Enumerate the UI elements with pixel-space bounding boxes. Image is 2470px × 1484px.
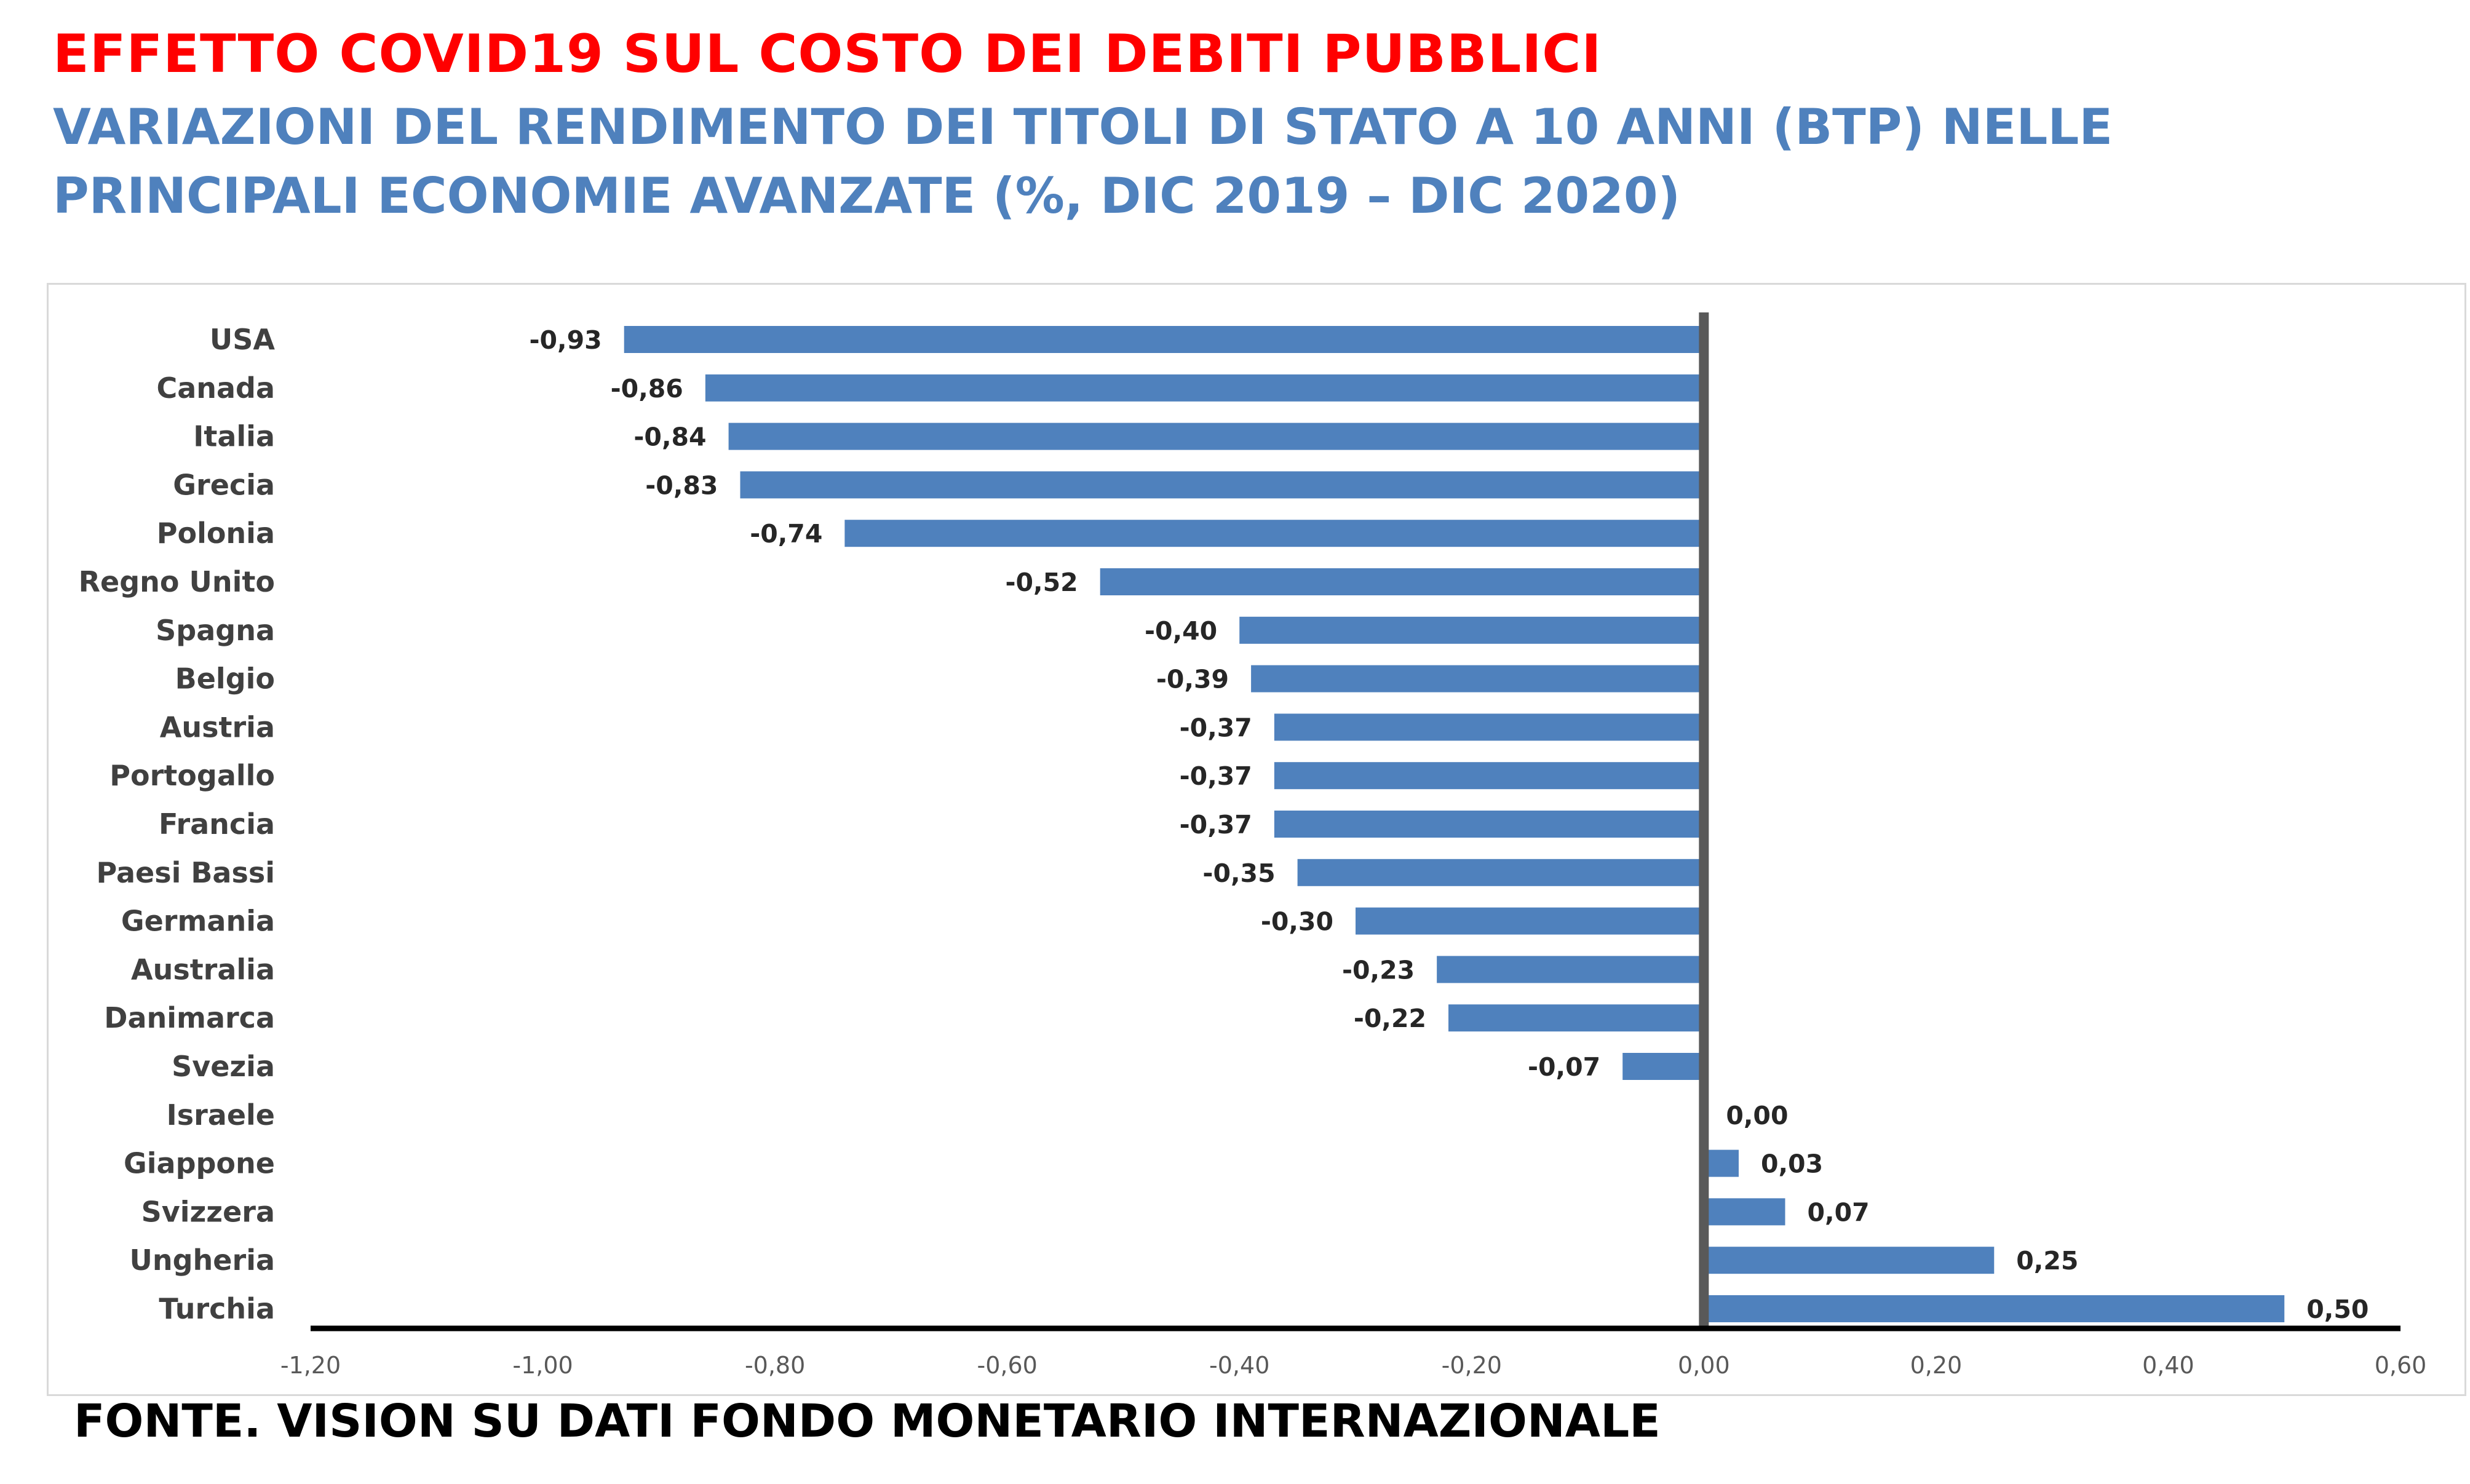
bar-polonia [844, 520, 1704, 547]
x-tick-label: -1,00 [512, 1352, 573, 1379]
bar-chart: USA -0,93 Canada -0,86 Italia -0,84 Grecia -0,8… [79, 312, 2427, 1379]
chart-frame: USA -0,93 Canada -0,86 Italia -0,84 Grecia -0,8… [47, 283, 2466, 1396]
data-label: -0,23 [1342, 955, 1415, 985]
data-label: 0,50 [2306, 1295, 2369, 1324]
source-note: FONTE. VISION SU DATI FONDO MONETARIO IN… [74, 1395, 1661, 1448]
category-label: Canada [156, 371, 275, 405]
chart-title: EFFETTO COVID19 SUL COSTO DEI DEBITI PUB… [53, 23, 1602, 85]
category-label: Israele [167, 1098, 275, 1132]
category-label: Austria [160, 710, 275, 744]
x-tick-label: 0,60 [2375, 1352, 2427, 1379]
data-label: -0,37 [1180, 761, 1252, 791]
bar-svizzera [1704, 1198, 1785, 1226]
bar-danimarca [1448, 1004, 1704, 1032]
data-label: 0,25 [2016, 1246, 2078, 1276]
bar-giappone [1704, 1149, 1739, 1177]
data-label: -0,35 [1202, 859, 1275, 888]
category-label: Turchia [159, 1292, 275, 1325]
bar-turchia [1704, 1295, 2285, 1322]
category-label: Svizzera [141, 1195, 275, 1228]
category-label: Grecia [173, 468, 275, 501]
bar-usa [624, 326, 1704, 353]
data-label: -0,86 [611, 374, 683, 403]
data-label: 0,07 [1807, 1197, 1869, 1227]
bar-italia [728, 423, 1704, 450]
category-label: Regno Unito [79, 565, 275, 598]
bar-spagna [1239, 616, 1704, 644]
category-label: USA [210, 323, 275, 356]
x-tick-label: -0,20 [1442, 1352, 1502, 1379]
x-tick-label: -0,40 [1209, 1352, 1269, 1379]
bar-austria [1274, 713, 1704, 741]
bar-canada [705, 374, 1704, 402]
data-label: -0,37 [1180, 713, 1252, 742]
bar-germania [1356, 907, 1704, 935]
data-label: -0,84 [633, 423, 706, 452]
bar-ungheria [1704, 1247, 1995, 1274]
bar-belgio [1251, 665, 1704, 692]
category-label: Australia [131, 953, 275, 986]
data-label: -0,07 [1528, 1052, 1600, 1082]
bar-portogallo [1274, 762, 1704, 790]
data-label: 0,00 [1726, 1101, 1788, 1130]
category-label: Spagna [156, 614, 275, 647]
data-label: -0,22 [1354, 1004, 1426, 1033]
bar-paesi-bassi [1297, 859, 1704, 886]
x-tick-label: -1,20 [280, 1352, 341, 1379]
data-label: -0,37 [1180, 810, 1252, 839]
bar-australia [1437, 956, 1704, 983]
data-label: -0,83 [645, 470, 718, 500]
bar-grecia [740, 471, 1704, 499]
category-label: Svezia [172, 1050, 275, 1083]
category-label: Italia [193, 420, 275, 453]
data-label: -0,93 [530, 325, 602, 355]
data-label: -0,74 [750, 519, 822, 549]
bar-regno-unito [1100, 568, 1704, 595]
bar-francia [1274, 811, 1704, 838]
x-tick-label: -0,60 [977, 1352, 1038, 1379]
data-label: -0,40 [1145, 616, 1217, 646]
category-label: Paesi Bassi [96, 856, 275, 889]
x-tick-label: 0,00 [1678, 1352, 1730, 1379]
x-tick-label: 0,40 [2142, 1352, 2194, 1379]
data-label: -0,52 [1006, 568, 1078, 597]
chart-subtitle-line-2: PRINCIPALI ECONOMIE AVANZATE (%, DIC 201… [53, 167, 1681, 224]
category-label: Francia [159, 807, 275, 841]
category-label: Danimarca [104, 1001, 275, 1034]
x-tick-label: -0,80 [745, 1352, 805, 1379]
chart-subtitle-line-1: VARIAZIONI DEL RENDIMENTO DEI TITOLI DI … [53, 98, 2113, 156]
data-label: -0,39 [1156, 665, 1229, 694]
bar-svezia [1622, 1053, 1704, 1080]
category-label: Germania [121, 905, 275, 938]
category-label: Belgio [175, 662, 275, 696]
x-tick-label: 0,20 [1910, 1352, 1963, 1379]
category-label: Polonia [157, 517, 275, 550]
category-label: Ungheria [130, 1244, 275, 1277]
category-label: Giappone [124, 1147, 275, 1180]
data-label: 0,03 [1761, 1149, 1823, 1179]
category-label: Portogallo [109, 759, 275, 792]
data-label: -0,30 [1261, 907, 1333, 937]
